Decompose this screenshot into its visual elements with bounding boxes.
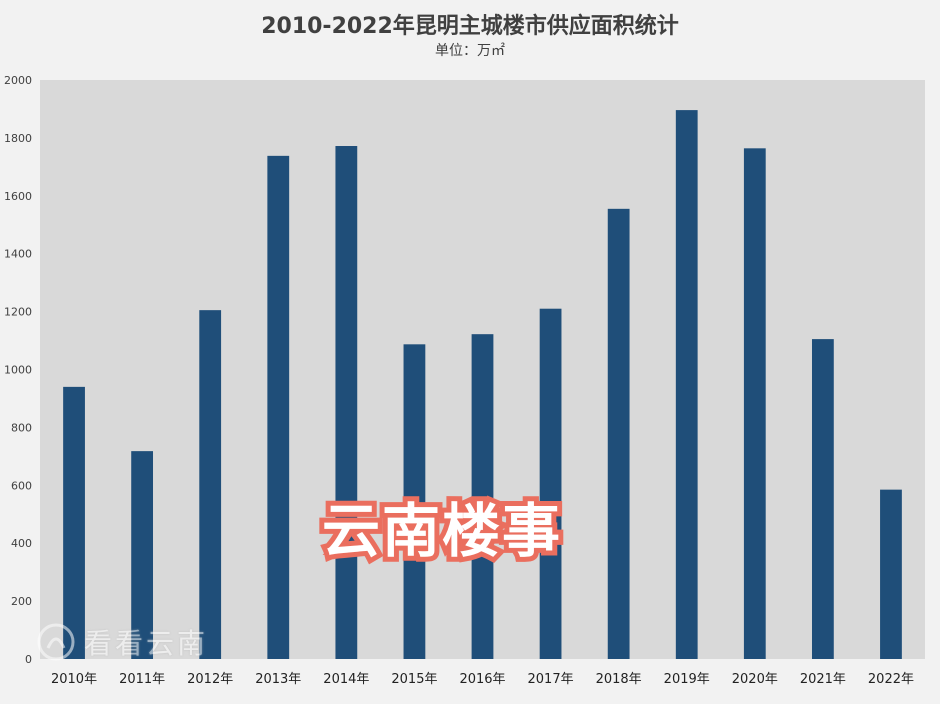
x-tick-label: 2020年 [732,672,778,687]
y-tick-label: 2000 [4,74,32,87]
x-tick-label: 2021年 [800,672,846,687]
kankan-logo-icon [37,623,75,661]
bar-2020年 [743,148,766,659]
y-tick-label: 0 [25,653,32,666]
bars [63,110,902,660]
bar-2017年 [539,308,562,659]
x-tick-label: 2013年 [255,672,301,687]
chart-subtitle: 单位：万㎡ [435,43,505,59]
bar-2019年 [675,110,698,659]
bar-2012年 [199,310,222,659]
bar-2016年 [471,334,494,659]
x-tick-label: 2018年 [596,672,642,687]
y-tick-label: 1000 [4,364,32,377]
watermark-logo-text: 看看云南 [84,627,209,660]
x-tick-label: 2015年 [391,672,437,687]
bar-2010年 [63,386,85,659]
x-tick-label: 2011年 [119,672,165,687]
y-tick-label: 600 [11,479,32,492]
x-tick-label: 2016年 [459,672,505,687]
bar-2021年 [811,339,834,659]
x-tick-label: 2022年 [868,672,914,687]
y-tick-label: 400 [11,537,32,550]
bar-2015年 [403,344,426,659]
x-tick-label: 2019年 [664,672,710,687]
y-tick-label: 1400 [4,248,32,261]
y-tick-label: 1600 [4,190,32,203]
y-tick-label: 1800 [4,132,32,145]
x-tick-label: 2010年 [51,672,97,687]
bar-2018年 [607,208,630,659]
chart-title: 2010-2022年昆明主城楼市供应面积统计 [261,14,679,39]
bar-2022年 [880,489,902,659]
watermark-yunnan-loushi: 云南楼事 [317,492,565,570]
x-axis-labels: 2010年 2011年 2012年 2013年 2014年 2015年 2016年 2017年… [51,672,914,687]
bar-2011年 [131,451,154,659]
y-tick-label: 800 [11,421,32,434]
y-tick-label: 1200 [4,306,32,319]
x-tick-label: 2017年 [528,672,574,687]
y-tick-label: 200 [11,595,32,608]
y-axis-ticks: 0 200 400 600 800 1000 1200 1400 1600 1800 2000 [4,74,32,666]
bar-2013年 [267,155,290,659]
x-tick-label: 2014年 [323,672,369,687]
watermark-logo: 看看云南 [36,622,208,662]
bar-2014年 [335,146,358,660]
x-tick-label: 2012年 [187,672,233,687]
